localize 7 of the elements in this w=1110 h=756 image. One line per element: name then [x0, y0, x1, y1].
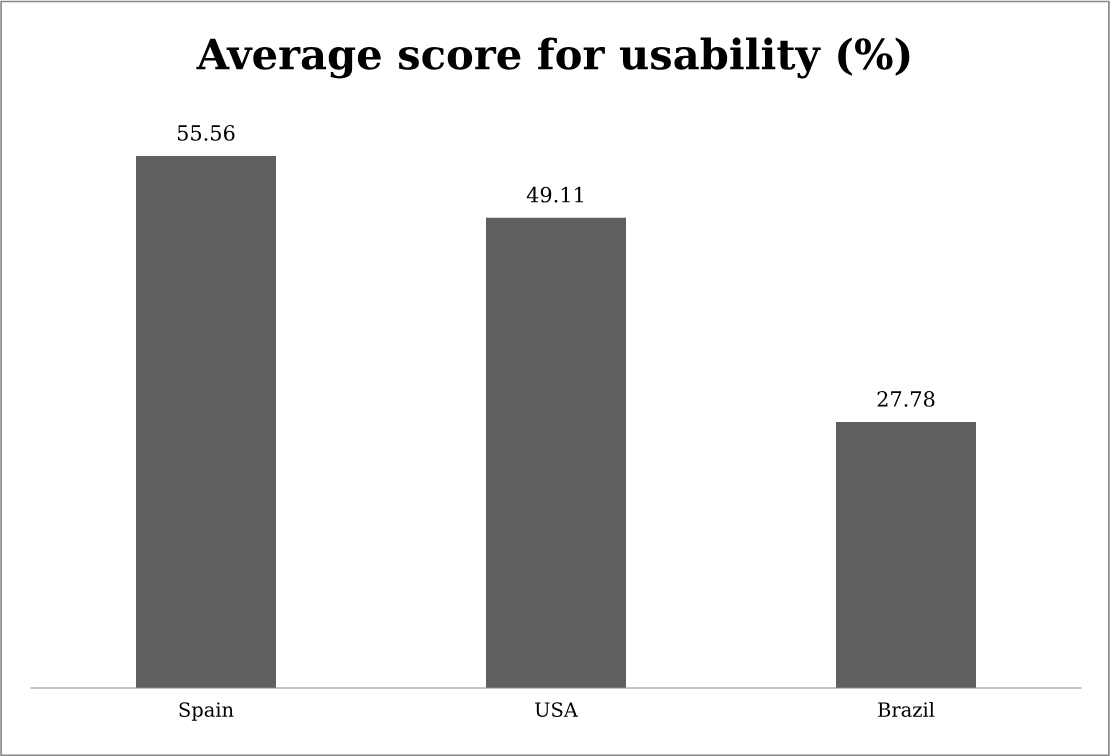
x-tick-label: Spain — [179, 702, 234, 721]
x-tick-label: Brazil — [878, 701, 935, 717]
chart-title: Average score for usability (%) — [196, 37, 910, 79]
data-label: 49.11 — [526, 186, 583, 203]
data-label: 27.78 — [877, 391, 935, 407]
x-tick-label: USA — [535, 702, 579, 717]
data-label: 55.56 — [177, 125, 235, 141]
